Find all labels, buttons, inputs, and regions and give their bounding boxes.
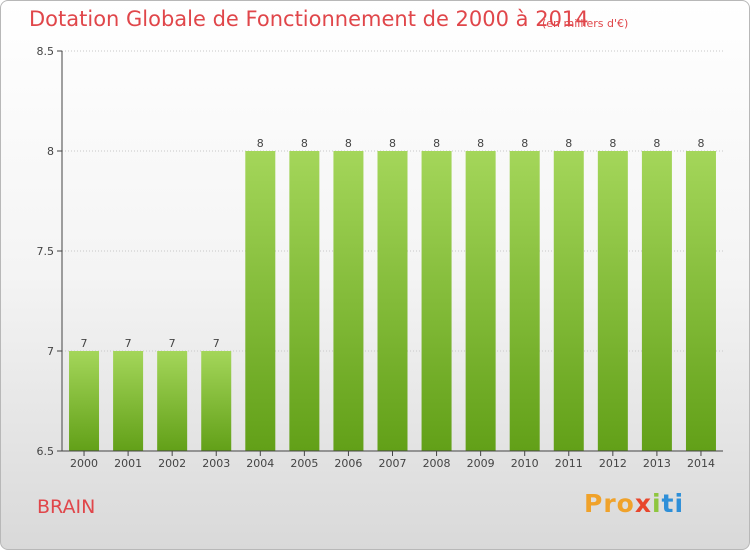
- data-label-2004: 8: [257, 137, 264, 150]
- x-tick-label-2001: 2001: [114, 457, 142, 470]
- bar-2000: [69, 351, 100, 451]
- x-tick-label-2007: 2007: [379, 457, 407, 470]
- place-name: BRAIN: [37, 496, 96, 518]
- bar-2007: [377, 151, 408, 451]
- logo-part-4: ti: [661, 489, 685, 518]
- x-tick-label-2005: 2005: [290, 457, 318, 470]
- bar-2014: [685, 151, 716, 451]
- y-tick-label: 7.5: [37, 245, 55, 258]
- data-label-2008: 8: [433, 137, 440, 150]
- data-label-2003: 7: [213, 337, 220, 350]
- chart-title: Dotation Globale de Fonctionnement de 20…: [29, 7, 589, 31]
- y-tick-label: 8: [47, 145, 54, 158]
- x-tick-label-2000: 2000: [70, 457, 98, 470]
- data-label-2010: 8: [521, 137, 528, 150]
- x-tick-label-2008: 2008: [423, 457, 451, 470]
- data-label-2013: 8: [653, 137, 660, 150]
- data-label-2005: 8: [301, 137, 308, 150]
- bar-2005: [289, 151, 320, 451]
- bar-2002: [157, 351, 188, 451]
- x-tick-label-2010: 2010: [511, 457, 539, 470]
- x-tick-label-2002: 2002: [158, 457, 186, 470]
- data-label-2000: 7: [81, 337, 88, 350]
- x-tick-label-2014: 2014: [687, 457, 715, 470]
- x-tick-label-2011: 2011: [555, 457, 583, 470]
- bar-2009: [465, 151, 496, 451]
- bar-2001: [113, 351, 144, 451]
- y-tick-label: 6.5: [37, 445, 55, 458]
- y-tick-label: 8.5: [37, 45, 55, 58]
- x-tick-label-2012: 2012: [599, 457, 627, 470]
- bar-2013: [641, 151, 672, 451]
- x-tick-label-2009: 2009: [467, 457, 495, 470]
- proxiti-logo[interactable]: Proxiti: [584, 489, 684, 518]
- x-tick-label-2013: 2013: [643, 457, 671, 470]
- bar-2004: [245, 151, 276, 451]
- data-label-2009: 8: [477, 137, 484, 150]
- x-tick-label-2003: 2003: [202, 457, 230, 470]
- x-tick-label-2006: 2006: [334, 457, 362, 470]
- y-tick-label: 7: [47, 345, 54, 358]
- bar-2011: [553, 151, 584, 451]
- bar-2010: [509, 151, 540, 451]
- bar-2012: [597, 151, 628, 451]
- data-label-2011: 8: [565, 137, 572, 150]
- data-label-2007: 8: [389, 137, 396, 150]
- chart-unit: (en milliers d'€): [542, 17, 629, 30]
- data-label-2001: 7: [125, 337, 132, 350]
- data-label-2006: 8: [345, 137, 352, 150]
- logo-part-2: x: [634, 489, 652, 518]
- bar-2006: [333, 151, 364, 451]
- logo-part-1: Pro: [584, 489, 635, 518]
- data-label-2014: 8: [697, 137, 704, 150]
- data-label-2002: 7: [169, 337, 176, 350]
- x-tick-label-2004: 2004: [246, 457, 274, 470]
- bar-2008: [421, 151, 452, 451]
- data-label-2012: 8: [609, 137, 616, 150]
- bar-2003: [201, 351, 232, 451]
- logo-part-3: i: [651, 489, 662, 518]
